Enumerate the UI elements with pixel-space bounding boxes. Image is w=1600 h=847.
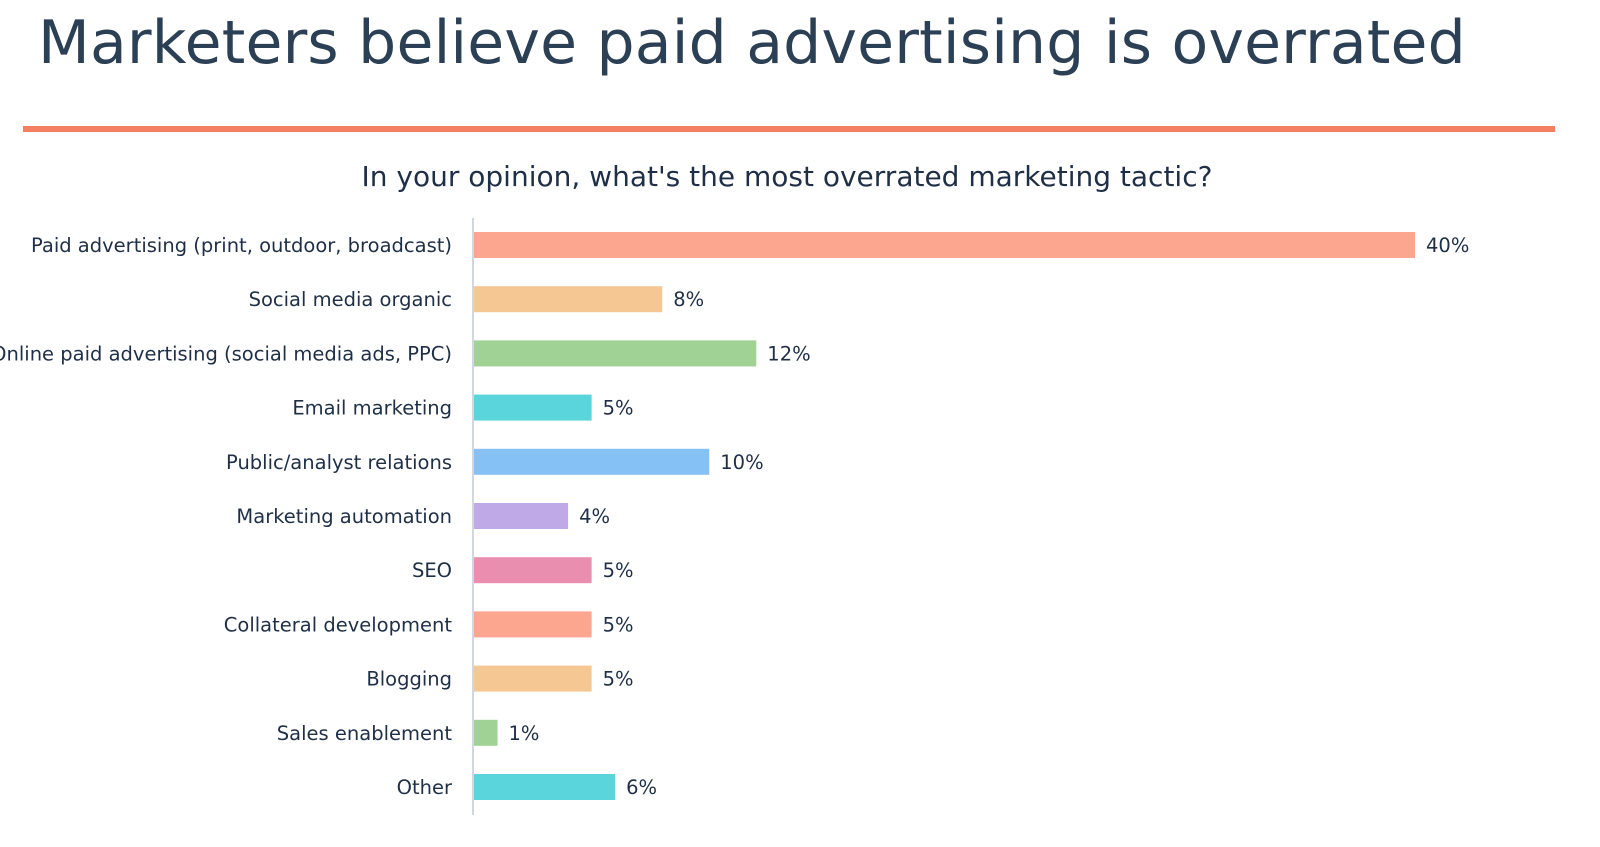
category-label-blogging: Blogging: [366, 668, 452, 691]
value-label-email-marketing: 5%: [603, 397, 634, 420]
value-label-sales-enablement: 1%: [509, 722, 540, 745]
value-label-paid-advertising-print-outdoor-broadcast: 40%: [1426, 234, 1469, 257]
value-label-social-media-organic: 8%: [673, 288, 704, 311]
bar-social-media-organic: [474, 286, 663, 313]
category-label-public-analyst-relations: Public/analyst relations: [226, 451, 452, 474]
bar-seo: [474, 557, 592, 584]
bars-layer: Paid advertising (print, outdoor, broadc…: [0, 232, 1469, 800]
value-label-public-analyst-relations: 10%: [720, 451, 763, 474]
value-label-seo: 5%: [603, 559, 634, 582]
value-label-blogging: 5%: [603, 668, 634, 691]
bar-collateral-development: [474, 611, 592, 638]
category-label-other: Other: [397, 776, 453, 799]
category-label-marketing-automation: Marketing automation: [236, 505, 452, 528]
category-label-online-paid-advertising-social-media-ads-ppc: Online paid advertising (social media ad…: [0, 342, 452, 365]
chart-title: In your opinion, what's the most overrat…: [362, 160, 1213, 193]
value-label-marketing-automation: 4%: [579, 505, 610, 528]
title-divider: [23, 126, 1555, 132]
bar-public-analyst-relations: [474, 448, 710, 475]
bar-email-marketing: [474, 394, 592, 421]
bar-paid-advertising-print-outdoor-broadcast: [474, 232, 1415, 258]
bar-sales-enablement: [474, 719, 498, 746]
bar-online-paid-advertising-social-media-ads-ppc: [474, 340, 757, 367]
category-label-sales-enablement: Sales enablement: [277, 722, 453, 745]
category-label-paid-advertising-print-outdoor-broadcast: Paid advertising (print, outdoor, broadc…: [31, 234, 452, 257]
bar-other: [474, 774, 616, 800]
value-label-other: 6%: [626, 776, 657, 799]
value-label-collateral-development: 5%: [603, 613, 634, 636]
category-label-seo: SEO: [412, 559, 452, 582]
category-label-email-marketing: Email marketing: [292, 397, 452, 420]
bar-blogging: [474, 665, 592, 692]
bar-marketing-automation: [474, 503, 569, 529]
slide-title: Marketers believe paid advertising is ov…: [38, 8, 1466, 78]
category-label-collateral-development: Collateral development: [224, 613, 453, 636]
value-label-online-paid-advertising-social-media-ads-ppc: 12%: [767, 342, 810, 365]
category-label-social-media-organic: Social media organic: [249, 288, 452, 311]
